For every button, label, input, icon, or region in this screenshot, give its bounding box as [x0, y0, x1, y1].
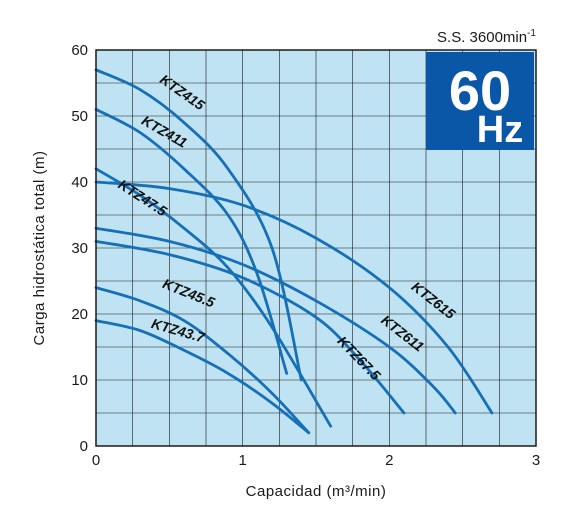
y-tick-label: 40	[71, 174, 88, 191]
speed-label: S.S. 3600min-1	[437, 28, 536, 46]
y-tick-label: 10	[71, 372, 88, 389]
y-tick-label: 20	[71, 306, 88, 323]
speed-label-text: S.S. 3600min	[437, 29, 527, 46]
curve-ktz43-7	[94, 319, 311, 435]
curves	[94, 68, 494, 435]
curve-ktz45-5	[94, 286, 311, 435]
curve-ktz611	[94, 226, 457, 415]
x-tick-label: 3	[532, 452, 540, 469]
plot-border	[95, 49, 537, 447]
y-tick-label: 60	[71, 42, 88, 59]
speed-label-sup: -1	[527, 28, 536, 39]
y-axis-title: Carga hidrostática total (m)	[31, 151, 48, 346]
x-axis-title: Capacidad (m³/min)	[246, 483, 387, 500]
y-tick-label: 30	[71, 240, 88, 257]
curve-ktz411	[94, 108, 289, 375]
frequency-badge	[426, 52, 534, 150]
x-tick-label: 1	[238, 452, 246, 469]
curve-ktz67-5	[94, 240, 406, 415]
y-tick-label: 0	[80, 438, 88, 455]
badge-number: 60	[449, 59, 511, 122]
x-tick-label: 0	[92, 452, 100, 469]
curve-ktz415	[94, 68, 303, 382]
y-tick-label: 50	[71, 108, 88, 125]
badge-unit: Hz	[477, 109, 523, 151]
curve-ktz615	[94, 180, 494, 415]
x-tick-label: 2	[385, 452, 393, 469]
